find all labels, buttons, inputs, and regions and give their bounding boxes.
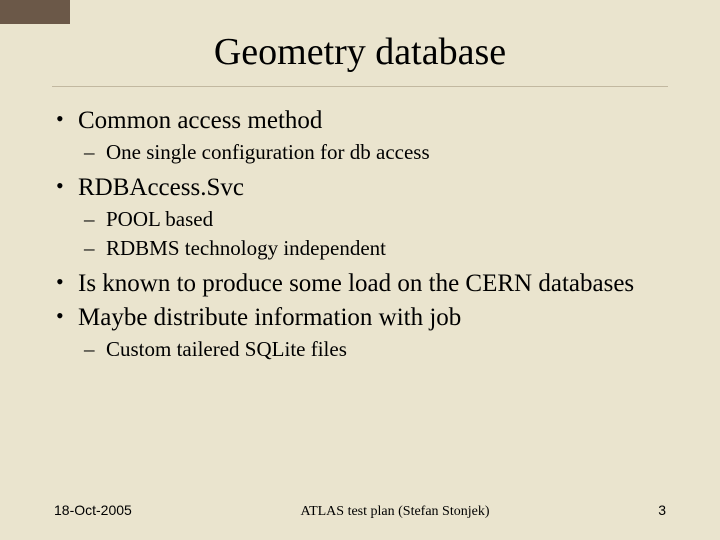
sub-bullet-item: One single configuration for db access: [78, 138, 668, 166]
footer-center: ATLAS test plan (Stefan Stonjek): [301, 504, 490, 520]
bullet-item: Is known to produce some load on the CER…: [52, 268, 668, 300]
sub-bullet-list: POOL based RDBMS technology independent: [78, 205, 668, 262]
sub-bullet-item: RDBMS technology independent: [78, 234, 668, 262]
slide: Geometry database Common access method O…: [0, 0, 720, 540]
footer-page-number: 3: [658, 502, 666, 518]
slide-title: Geometry database: [52, 30, 668, 74]
sub-bullet-list: One single configuration for db access: [78, 138, 668, 166]
bullet-text: Common access method: [78, 107, 322, 134]
bullet-list: Common access method One single configur…: [52, 105, 668, 363]
bullet-text: Maybe distribute information with job: [78, 304, 461, 331]
footer: 18-Oct-2005 ATLAS test plan (Stefan Ston…: [54, 502, 666, 520]
bullet-item: Common access method One single configur…: [52, 105, 668, 166]
sub-bullet-item: POOL based: [78, 205, 668, 233]
sub-bullet-list: Custom tailered SQLite files: [78, 335, 668, 363]
sub-bullet-item: Custom tailered SQLite files: [78, 335, 668, 363]
bullet-item: Maybe distribute information with job Cu…: [52, 302, 668, 363]
bullet-text: RDBAccess.Svc: [78, 174, 244, 201]
bullet-text: Is known to produce some load on the CER…: [78, 270, 634, 297]
title-rule: [52, 86, 668, 87]
bullet-item: RDBAccess.Svc POOL based RDBMS technolog…: [52, 172, 668, 262]
footer-date: 18-Oct-2005: [54, 502, 132, 518]
